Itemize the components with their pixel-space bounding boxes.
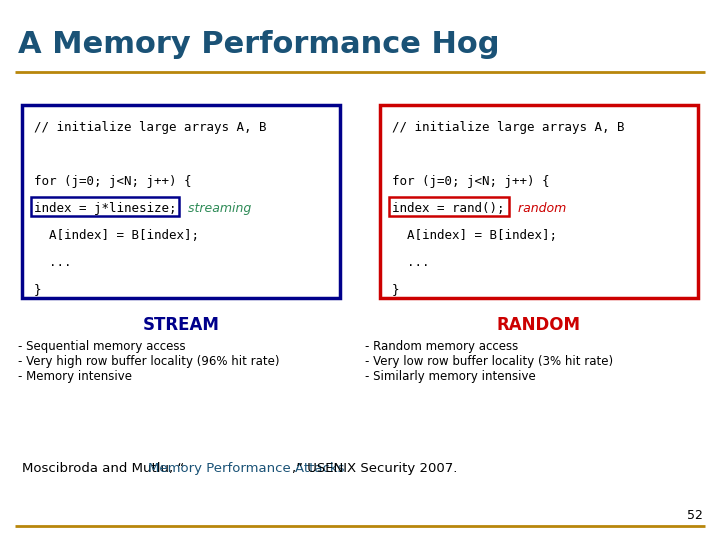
Text: ,” USENIX Security 2007.: ,” USENIX Security 2007. bbox=[292, 462, 457, 475]
Text: A[index] = B[index];: A[index] = B[index]; bbox=[34, 229, 199, 242]
Text: }: } bbox=[34, 283, 42, 296]
Text: - Very high row buffer locality (96% hit rate): - Very high row buffer locality (96% hit… bbox=[18, 355, 279, 368]
Bar bbox=[380, 105, 698, 298]
Bar bbox=[31, 197, 179, 216]
Text: // initialize large arrays A, B: // initialize large arrays A, B bbox=[34, 121, 266, 134]
Text: - Sequential memory access: - Sequential memory access bbox=[18, 340, 186, 353]
Text: - Random memory access: - Random memory access bbox=[365, 340, 518, 353]
Text: A[index] = B[index];: A[index] = B[index]; bbox=[392, 229, 557, 242]
Bar bbox=[22, 105, 340, 298]
Text: for (j=0; j<N; j++) {: for (j=0; j<N; j++) { bbox=[392, 175, 549, 188]
Text: - Very low row buffer locality (3% hit rate): - Very low row buffer locality (3% hit r… bbox=[365, 355, 613, 368]
Text: // initialize large arrays A, B: // initialize large arrays A, B bbox=[392, 121, 624, 134]
Text: index = j*linesize;: index = j*linesize; bbox=[34, 202, 176, 215]
Text: RANDOM: RANDOM bbox=[497, 316, 581, 334]
Text: ...: ... bbox=[392, 256, 430, 269]
Text: Memory Performance Attacks: Memory Performance Attacks bbox=[148, 462, 345, 475]
Text: 52: 52 bbox=[687, 509, 703, 522]
Text: - Similarly memory intensive: - Similarly memory intensive bbox=[365, 370, 536, 383]
Bar bbox=[389, 197, 509, 216]
Text: random: random bbox=[514, 202, 566, 215]
Text: STREAM: STREAM bbox=[143, 316, 220, 334]
Text: }: } bbox=[392, 283, 400, 296]
Text: Moscibroda and Mutlu, “: Moscibroda and Mutlu, “ bbox=[22, 462, 184, 475]
Text: index = rand();: index = rand(); bbox=[392, 202, 505, 215]
Text: streaming: streaming bbox=[184, 202, 251, 215]
Text: for (j=0; j<N; j++) {: for (j=0; j<N; j++) { bbox=[34, 175, 192, 188]
Text: ...: ... bbox=[34, 256, 71, 269]
Text: A Memory Performance Hog: A Memory Performance Hog bbox=[18, 30, 500, 59]
Text: - Memory intensive: - Memory intensive bbox=[18, 370, 132, 383]
